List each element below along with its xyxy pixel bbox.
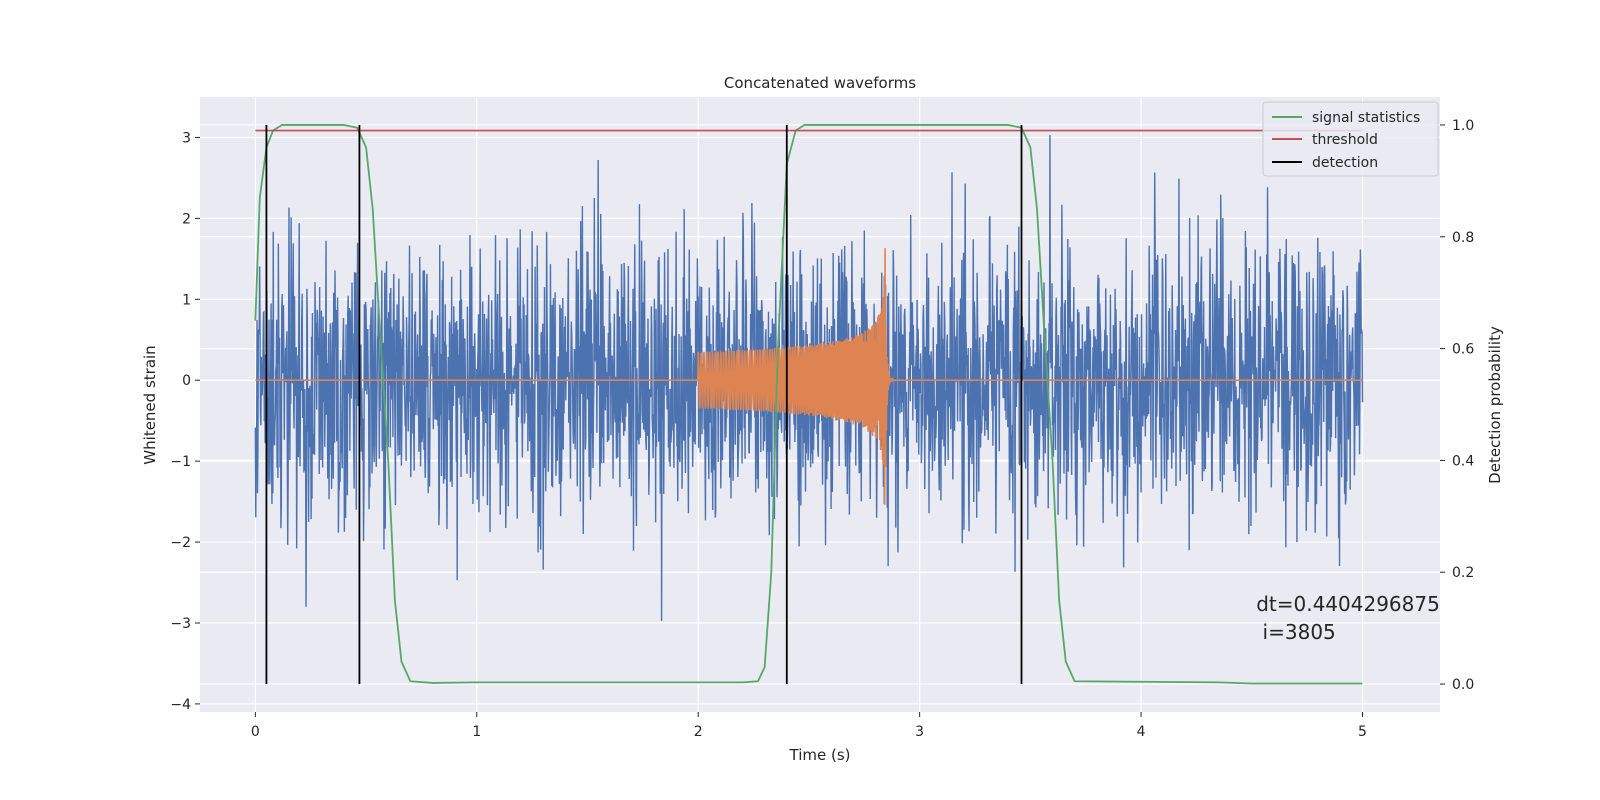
legend-label-threshold: threshold <box>1312 132 1378 148</box>
x-axis-label: Time (s) <box>789 746 851 764</box>
left-tick-label-0: −4 <box>170 697 191 713</box>
left-y-axis: −4 −3 −2 −1 0 1 2 3 <box>170 130 200 713</box>
x-tick-label-2: 2 <box>694 724 703 740</box>
right-y-axis-label: Detection probability <box>1486 326 1504 484</box>
right-tick-label-2: 0.4 <box>1452 453 1474 469</box>
annotation-dt: dt=0.4404296875 <box>1256 592 1440 616</box>
annotation-index: i=3805 <box>1256 620 1336 644</box>
left-tick-label-5: 1 <box>182 292 191 308</box>
right-tick-label-0: 0.0 <box>1452 677 1474 693</box>
right-tick-label-5: 1.0 <box>1452 118 1474 134</box>
x-axis: 0 1 2 3 4 5 <box>251 712 1367 740</box>
legend: signal statistics threshold detection <box>1262 101 1439 177</box>
x-tick-label-0: 0 <box>251 724 260 740</box>
left-y-axis-label: Whitened strain <box>141 345 159 464</box>
legend-box <box>1262 101 1439 177</box>
chirp-series-line <box>255 248 1363 505</box>
x-tick-label-3: 3 <box>915 724 924 740</box>
signal-statistics-line <box>254 124 1363 685</box>
x-tick-label-4: 4 <box>1137 724 1146 740</box>
left-tick-label-2: −2 <box>170 535 191 551</box>
right-tick-label-3: 0.6 <box>1452 342 1474 358</box>
legend-label-signal-statistics: signal statistics <box>1312 110 1420 126</box>
x-tick-label-1: 1 <box>472 724 481 740</box>
plot-data <box>254 124 1364 685</box>
left-tick-label-4: 0 <box>182 373 191 389</box>
right-y-axis: 0.0 0.2 0.4 0.6 0.8 1.0 <box>1440 118 1474 693</box>
chart-title: Concatenated waveforms <box>724 74 916 92</box>
right-tick-label-4: 0.8 <box>1452 230 1474 246</box>
dt-annotation: dt=0.4404296875 i=3805 <box>1256 592 1440 644</box>
left-tick-label-3: −1 <box>170 454 191 470</box>
legend-label-detection: detection <box>1312 155 1378 171</box>
left-tick-label-1: −3 <box>170 616 191 632</box>
right-tick-label-1: 0.2 <box>1452 565 1474 581</box>
left-tick-label-7: 3 <box>182 130 191 146</box>
left-tick-label-6: 2 <box>182 211 191 227</box>
x-tick-label-5: 5 <box>1358 724 1367 740</box>
